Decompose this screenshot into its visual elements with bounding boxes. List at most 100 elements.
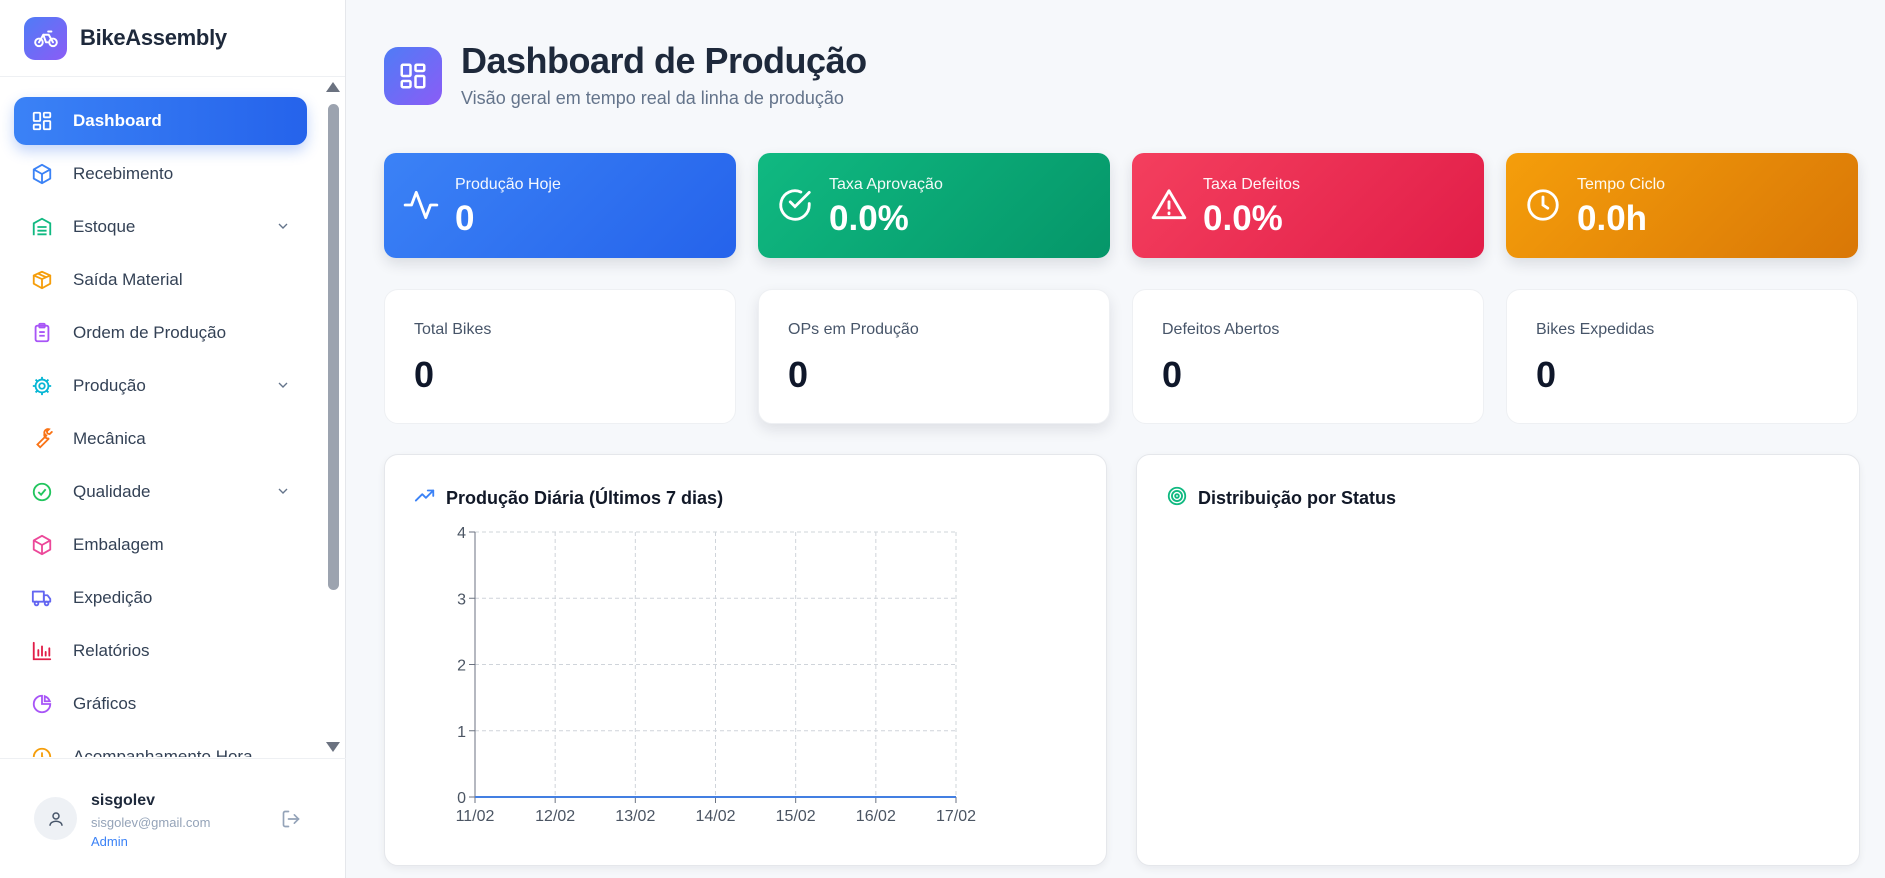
truck-icon — [30, 586, 54, 610]
sidebar-item-label: Mecânica — [73, 429, 146, 448]
chevron-down-icon[interactable] — [275, 483, 291, 504]
kpi-label: Produção Hoje — [455, 176, 561, 193]
sidebar-item-acompanhamento-hora[interactable]: Acompanhamento Hora — [14, 733, 307, 757]
kpi-card-taxa-defeitos: Taxa Defeitos 0.0% — [1132, 153, 1484, 258]
daily-production-panel: Produção Diária (Últimos 7 dias) 0 1 2 3 4 11… — [384, 454, 1107, 866]
sidebar-item-embalagem[interactable]: Embalagem — [14, 521, 307, 569]
sidebar-item-ordem-producao[interactable]: Ordem de Produção — [14, 309, 307, 357]
sidebar-item-label: Dashboard — [73, 111, 162, 130]
sidebar-item-label: Produção — [73, 376, 146, 395]
layout-dashboard-icon — [384, 47, 442, 105]
stat-card-defeitos-abertos: Defeitos Abertos 0 — [1132, 289, 1484, 424]
stat-card-bikes-expedidas: Bikes Expedidas 0 — [1506, 289, 1858, 424]
logout-icon[interactable] — [281, 809, 301, 834]
user-email: sisgolev@gmail.com — [91, 815, 211, 830]
trending-up-icon — [414, 485, 436, 512]
clock-icon — [30, 745, 54, 757]
sidebar-scrollbar[interactable] — [324, 82, 342, 754]
sidebar-item-relatorios[interactable]: Relatórios — [14, 627, 307, 675]
x-tick-label: 17/02 — [936, 808, 976, 825]
app-name: BikeAssembly — [80, 25, 227, 50]
x-tick-label: 15/02 — [776, 808, 816, 825]
sidebar: BikeAssembly Dashboard Recebimento Estoq… — [0, 0, 346, 878]
kpi-value: 0.0h — [1577, 199, 1648, 238]
sidebar-item-dashboard[interactable]: Dashboard — [14, 97, 307, 145]
bike-icon — [24, 16, 67, 60]
activity-icon — [402, 186, 440, 229]
sidebar-item-saida-material[interactable]: Saída Material — [14, 256, 307, 304]
status-distribution-panel: Distribuição por Status — [1136, 454, 1860, 866]
user-name: sisgolev — [91, 792, 156, 809]
kpi-value: 0.0% — [1203, 199, 1283, 238]
daily-production-chart: 0 1 2 3 4 11/02 12/02 13/02 14/02 15/02 16/02 17/02 — [456, 525, 977, 825]
sidebar-item-label: Embalagem — [73, 535, 164, 554]
y-tick-label: 4 — [457, 525, 466, 542]
sidebar-item-label: Recebimento — [73, 164, 174, 183]
scroll-up-arrow-icon[interactable] — [326, 82, 340, 92]
user-role: Admin — [91, 834, 128, 849]
sidebar-item-recebimento[interactable]: Recebimento — [14, 150, 307, 198]
alert-triangle-icon — [1150, 186, 1188, 229]
panel-title: Produção Diária (Últimos 7 dias) — [446, 488, 724, 508]
wrench-icon — [30, 427, 54, 451]
check-circle-icon — [776, 186, 814, 229]
stat-value: 0 — [1536, 354, 1557, 395]
check-circle-icon — [30, 480, 54, 504]
target-icon — [1166, 485, 1188, 512]
sidebar-item-expedicao[interactable]: Expedição — [14, 574, 307, 622]
x-tick-label: 12/02 — [535, 808, 575, 825]
avatar[interactable] — [34, 797, 77, 840]
package-open-icon — [30, 268, 54, 292]
main-content: Dashboard de Produção Visão geral em tem… — [346, 0, 1885, 878]
x-tick-label: 11/02 — [456, 808, 495, 825]
stat-label: OPs em Produção — [788, 321, 919, 338]
layout-dashboard-icon — [30, 109, 54, 133]
stat-value: 0 — [414, 354, 435, 395]
y-tick-label: 0 — [457, 790, 466, 807]
x-tick-label: 16/02 — [856, 808, 896, 825]
sidebar-item-label: Estoque — [73, 217, 136, 236]
stat-label: Total Bikes — [414, 321, 492, 338]
y-tick-label: 2 — [457, 658, 466, 675]
sidebar-item-mecanica[interactable]: Mecânica — [14, 415, 307, 463]
sidebar-item-qualidade[interactable]: Qualidade — [14, 468, 307, 516]
sidebar-item-estoque[interactable]: Estoque — [14, 203, 307, 251]
sidebar-item-label: Ordem de Produção — [73, 323, 227, 342]
warehouse-icon — [30, 215, 54, 239]
sidebar-item-label: Relatórios — [73, 641, 150, 660]
stat-card-total-bikes: Total Bikes 0 — [384, 289, 736, 424]
package-icon — [30, 162, 54, 186]
sidebar-item-label: Expedição — [73, 588, 153, 607]
user-panel: sisgolev sisgolev@gmail.com Admin — [0, 758, 346, 878]
stat-card-ops-em-producao: OPs em Produção 0 — [758, 289, 1110, 424]
sidebar-item-label: Gráficos — [73, 694, 137, 713]
scroll-thumb[interactable] — [328, 104, 339, 590]
pie-chart-icon — [30, 692, 54, 716]
stat-label: Defeitos Abertos — [1162, 321, 1280, 338]
cog-icon — [30, 374, 54, 398]
sidebar-nav: Dashboard Recebimento Estoque Saída Mate… — [0, 77, 346, 757]
sidebar-item-label: Qualidade — [73, 482, 151, 501]
sidebar-item-producao[interactable]: Produção — [14, 362, 307, 410]
clock-icon — [1524, 186, 1562, 229]
box-icon — [30, 533, 54, 557]
stat-label: Bikes Expedidas — [1536, 321, 1655, 338]
stat-value: 0 — [1162, 354, 1183, 395]
y-tick-label: 1 — [457, 724, 466, 741]
stat-value: 0 — [788, 354, 809, 395]
kpi-card-taxa-aprovacao: Taxa Aprovação 0.0% — [758, 153, 1110, 258]
kpi-value: 0 — [455, 199, 475, 238]
kpi-value: 0.0% — [829, 199, 909, 238]
sidebar-item-graficos[interactable]: Gráficos — [14, 680, 307, 728]
page-title: Dashboard de Produção — [461, 40, 867, 81]
page-subtitle: Visão geral em tempo real da linha de pr… — [461, 88, 844, 108]
bar-chart-icon — [30, 639, 54, 663]
chevron-down-icon[interactable] — [275, 377, 291, 398]
brand[interactable]: BikeAssembly — [0, 0, 345, 77]
kpi-card-tempo-ciclo: Tempo Ciclo 0.0h — [1506, 153, 1858, 258]
x-tick-label: 14/02 — [695, 808, 735, 825]
kpi-label: Taxa Aprovação — [829, 176, 943, 193]
chevron-down-icon[interactable] — [275, 218, 291, 239]
scroll-down-arrow-icon[interactable] — [326, 742, 340, 752]
sidebar-item-label: Acompanhamento Hora — [73, 747, 253, 757]
